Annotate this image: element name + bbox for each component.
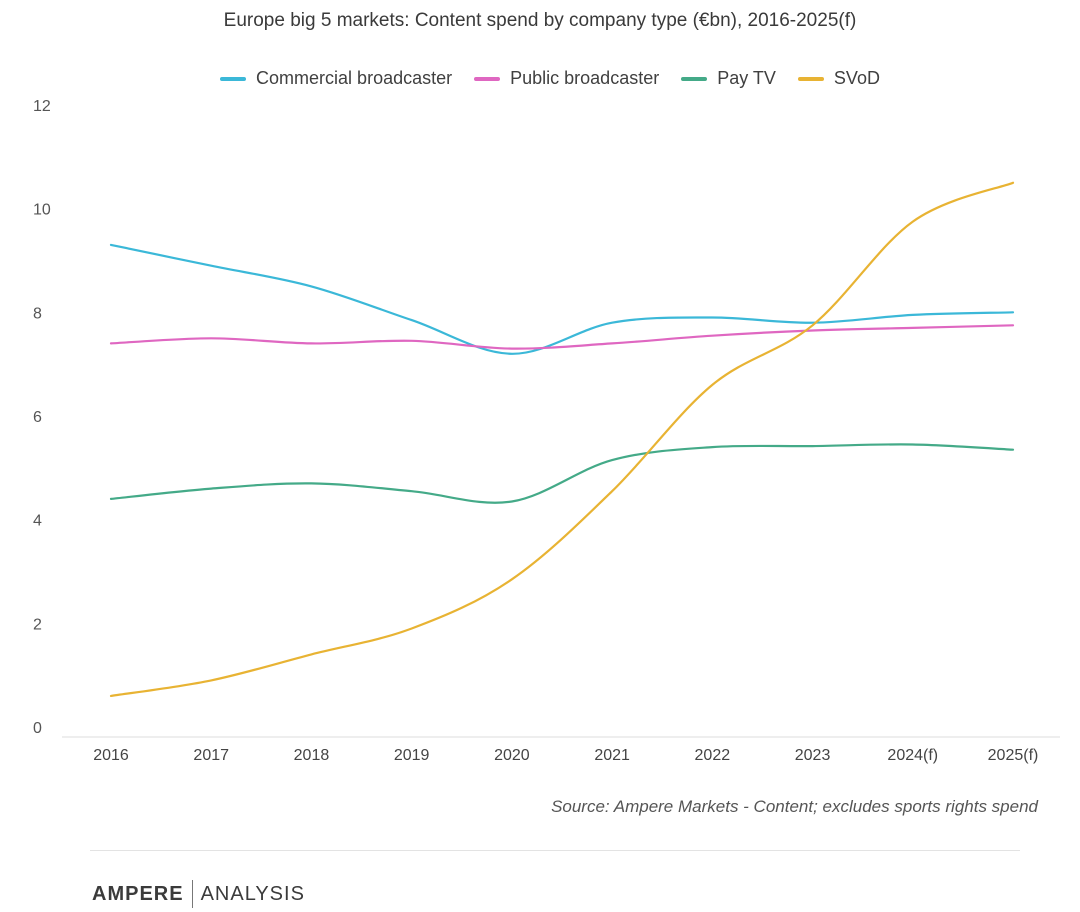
x-tick-label: 2025(f): [988, 747, 1039, 764]
series-line-svod[interactable]: [109, 181, 1015, 697]
y-tick-label: 6: [33, 409, 42, 426]
x-tick-label: 2019: [394, 747, 430, 764]
y-tick-label: 2: [33, 616, 42, 633]
legend-item-public-broadcaster[interactable]: Public broadcaster: [474, 68, 659, 89]
legend-label: SVoD: [833, 68, 880, 88]
logo-left: AMPERE: [92, 882, 184, 905]
x-tick-label: 2024(f): [887, 747, 938, 764]
logo-right: ANALYSIS: [200, 882, 305, 905]
x-tick-label: 2023: [795, 747, 831, 764]
y-tick-label: 4: [33, 513, 42, 530]
x-tick-label: 2020: [494, 747, 530, 764]
series-lines: [109, 181, 1015, 697]
x-axis-ticks: 2016 2017 2018 2019 2020 2021 2022 2023 2024(f) 2…: [93, 747, 1038, 764]
legend-item-svod[interactable]: SVoD: [797, 68, 880, 89]
y-tick-label: 8: [33, 305, 42, 322]
series-line-public-broadcaster[interactable]: [109, 324, 1015, 350]
legend-swatch-public-broadcaster: [474, 76, 501, 81]
legend-item-pay-tv[interactable]: Pay TV: [681, 68, 776, 89]
y-tick-label: 0: [33, 720, 42, 737]
y-axis-ticks: 0 2 4 6 8 10 12: [33, 98, 51, 737]
legend-swatch-commercial-broadcaster: [220, 76, 247, 81]
x-tick-label: 2022: [695, 747, 731, 764]
legend-swatch-pay-tv: [681, 76, 708, 81]
series-line-commercial-broadcaster[interactable]: [109, 243, 1015, 355]
x-tick-label: 2016: [93, 747, 129, 764]
x-tick-label: 2018: [294, 747, 330, 764]
y-tick-label: 10: [33, 202, 51, 219]
legend: Commercial broadcaster Public broadcaste…: [0, 68, 1080, 89]
x-tick-label: 2021: [594, 747, 630, 764]
source-note: Source: Ampere Markets - Content; exclud…: [551, 797, 1038, 816]
y-tick-label: 12: [33, 98, 51, 115]
logo-separator: [191, 880, 193, 908]
ampere-analysis-logo: AMPERE ANALYSIS: [92, 880, 305, 908]
legend-swatch-svod: [797, 76, 824, 81]
legend-item-commercial-broadcaster[interactable]: Commercial broadcaster: [220, 68, 452, 89]
chart-title: Europe big 5 markets: Content spend by c…: [223, 10, 857, 31]
footer-divider: [90, 850, 1020, 851]
legend-label: Commercial broadcaster: [256, 68, 453, 88]
legend-label: Pay TV: [717, 68, 776, 88]
x-tick-label: 2017: [193, 747, 229, 764]
series-line-pay-tv[interactable]: [109, 443, 1015, 504]
legend-label: Public broadcaster: [510, 68, 660, 88]
